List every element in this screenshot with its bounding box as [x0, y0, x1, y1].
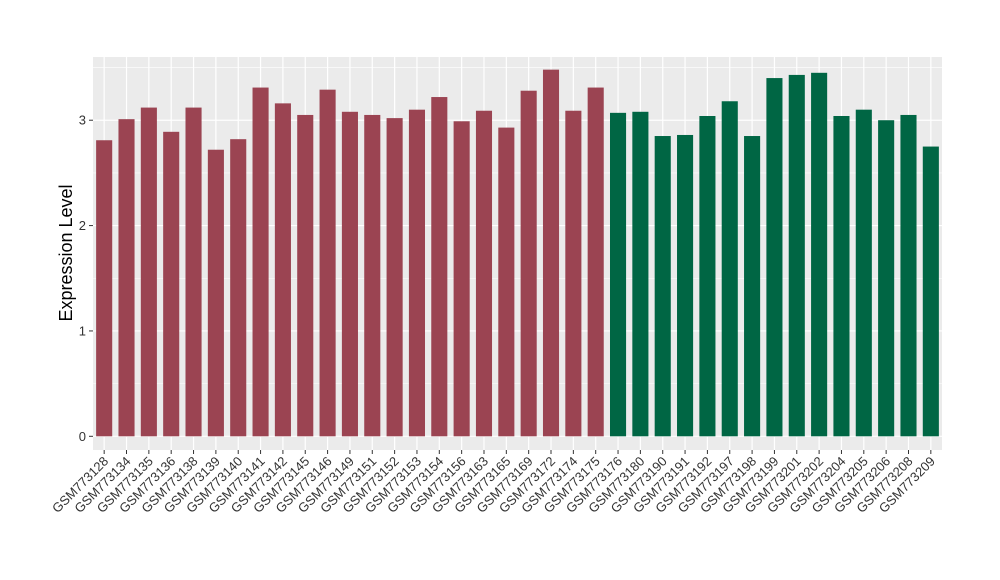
y-tick-label: 3	[79, 113, 86, 128]
bar-GSM773192	[699, 116, 716, 437]
bar-GSM773180	[632, 111, 649, 437]
bar-GSM773156	[453, 121, 470, 437]
bar-GSM773145	[297, 114, 314, 437]
bar-GSM773142	[274, 103, 291, 437]
bar-GSM773198	[744, 136, 761, 437]
bar-GSM773169	[520, 90, 537, 437]
bar-GSM773152	[386, 118, 403, 437]
bar-GSM773153	[408, 109, 426, 437]
bar-GSM773201	[788, 74, 805, 437]
bar-GSM773172	[542, 69, 560, 437]
bar-GSM773128	[96, 140, 113, 437]
bars	[96, 69, 939, 437]
bar-GSM773134	[118, 119, 135, 437]
bar-GSM773205	[855, 109, 872, 437]
bar-GSM773140	[230, 139, 247, 437]
bar-GSM773138	[185, 107, 202, 437]
bar-GSM773176	[609, 112, 627, 437]
y-tick-label: 2	[79, 218, 86, 233]
x-axis: GSM773128GSM773134GSM773135GSM773136GSM7…	[49, 450, 938, 516]
bar-GSM773163	[475, 110, 493, 437]
y-axis: 0 1 2 3	[79, 113, 93, 444]
y-tick-label: 0	[79, 429, 86, 444]
bar-GSM773149	[341, 111, 358, 437]
bar-GSM773190	[654, 136, 671, 437]
bar-GSM773139	[207, 149, 224, 437]
bar-GSM773206	[878, 120, 895, 437]
bar-GSM773151	[364, 114, 381, 437]
bar-GSM773154	[431, 97, 448, 437]
bar-GSM773209	[922, 146, 939, 437]
bar-GSM773202	[811, 72, 828, 437]
bar-GSM773135	[140, 107, 157, 437]
bar-GSM773165	[498, 127, 515, 437]
bar-GSM773199	[766, 78, 783, 437]
bar-GSM773191	[677, 134, 694, 437]
y-axis-title: Expression Level	[56, 184, 76, 321]
bar-GSM773146	[319, 89, 336, 437]
bar-GSM773175	[587, 87, 604, 437]
bar-GSM773141	[252, 87, 269, 437]
bar-GSM773174	[565, 110, 582, 437]
bar-GSM773197	[721, 101, 738, 437]
y-tick-label: 1	[79, 323, 86, 338]
bar-GSM773204	[833, 116, 850, 437]
bar-GSM773136	[163, 131, 180, 437]
bar-GSM773208	[900, 114, 917, 437]
